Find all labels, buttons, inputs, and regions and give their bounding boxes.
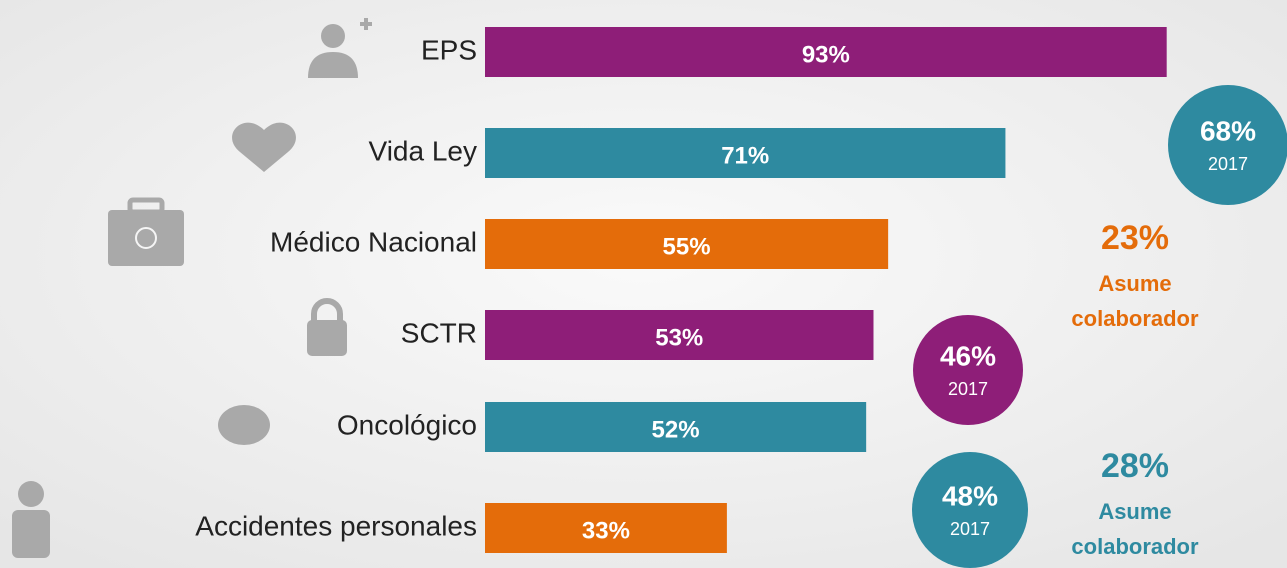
doctor-icon bbox=[321, 24, 345, 48]
bubble-value: 48% bbox=[942, 480, 998, 511]
bubble bbox=[913, 315, 1023, 425]
kit-icon bbox=[108, 210, 184, 266]
icons bbox=[12, 18, 372, 558]
person-icon bbox=[18, 481, 44, 507]
lock-icon bbox=[307, 320, 347, 356]
lock-icon bbox=[311, 298, 343, 322]
bar bbox=[485, 503, 727, 553]
bubble-note: 2017 bbox=[950, 519, 990, 539]
heart-icon bbox=[232, 122, 296, 172]
bubble bbox=[912, 452, 1028, 568]
value-label: 93% bbox=[802, 41, 850, 68]
crab-icon bbox=[218, 405, 270, 445]
bubble-value: 68% bbox=[1200, 115, 1256, 146]
bubble-note: 2017 bbox=[1208, 154, 1248, 174]
annotation-value: 23% bbox=[1101, 219, 1169, 257]
value-label: 52% bbox=[652, 416, 700, 443]
value-label: 53% bbox=[655, 324, 703, 351]
category-label: Oncológico bbox=[337, 409, 477, 440]
category-label: Médico Nacional bbox=[270, 226, 477, 257]
value-label: 71% bbox=[721, 142, 769, 169]
plus-icon bbox=[364, 18, 368, 30]
annotation-note: Asume bbox=[1098, 271, 1171, 296]
category-label: EPS bbox=[421, 34, 477, 65]
bar bbox=[485, 402, 867, 452]
bar bbox=[485, 27, 1167, 77]
bar bbox=[485, 310, 874, 360]
annotation-note: colaborador bbox=[1071, 306, 1199, 331]
value-label: 55% bbox=[663, 233, 711, 260]
annotation-value: 28% bbox=[1101, 447, 1169, 485]
doctor-icon bbox=[308, 52, 358, 78]
annotation-note: Asume bbox=[1098, 499, 1171, 524]
bar bbox=[485, 128, 1006, 178]
category-label: SCTR bbox=[401, 317, 477, 348]
bubble-value: 46% bbox=[940, 340, 996, 371]
bubble-note: 2017 bbox=[948, 379, 988, 399]
value-label: 33% bbox=[582, 517, 630, 544]
bar bbox=[485, 219, 889, 269]
person-icon bbox=[12, 510, 50, 558]
kit-icon bbox=[127, 197, 165, 215]
category-label: Accidentes personales bbox=[195, 510, 477, 541]
category-label: Vida Ley bbox=[369, 135, 477, 166]
bubble bbox=[1168, 85, 1287, 205]
annotation-note: colaborador bbox=[1071, 534, 1199, 559]
kit-icon bbox=[135, 227, 157, 249]
